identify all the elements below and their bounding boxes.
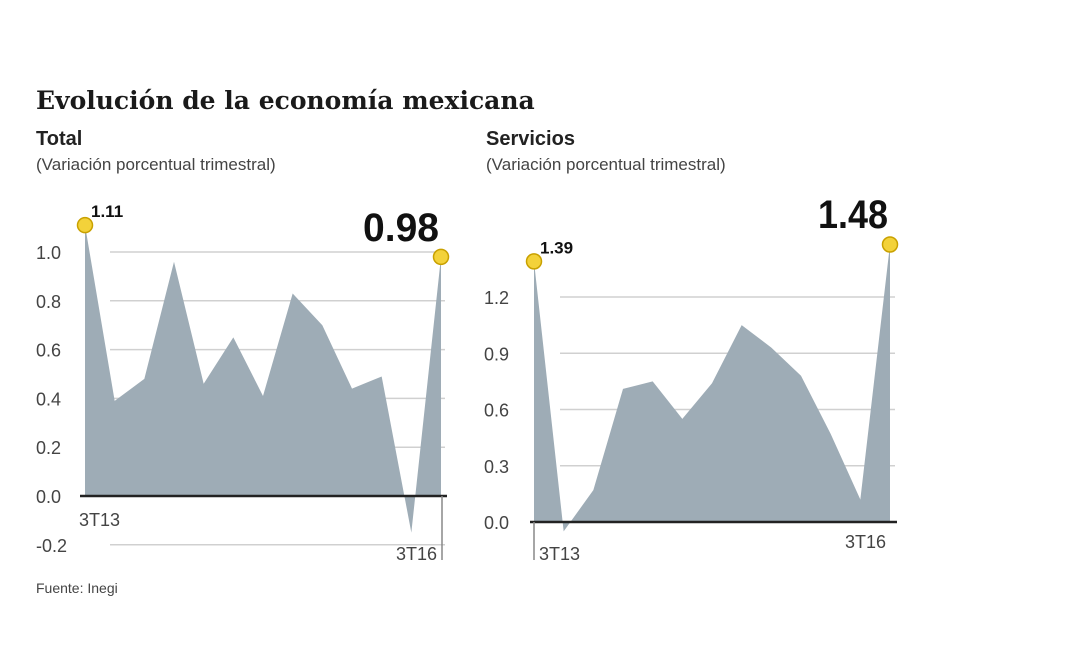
y-tick-label: -0.2 xyxy=(36,536,67,556)
chart-title-total: Total xyxy=(36,128,83,150)
annotation-last-value: 1.48 xyxy=(818,193,888,237)
y-tick-label: 0.9 xyxy=(484,344,509,364)
annotation-last-value: 0.98 xyxy=(363,206,439,250)
y-tick-label: 0.6 xyxy=(36,341,61,361)
y-tick-label: 0.3 xyxy=(484,457,509,477)
area-series xyxy=(534,244,890,532)
source-note: Fuente: Inegi xyxy=(36,580,118,596)
value-marker xyxy=(525,253,543,270)
y-tick-label: 1.0 xyxy=(36,243,61,263)
chart-subtitle-servicios: (Variación porcentual trimestral) xyxy=(486,155,726,174)
y-tick-label: 0.2 xyxy=(36,438,61,458)
x-label-first: 3T13 xyxy=(79,510,120,530)
value-marker xyxy=(432,248,450,266)
area-series xyxy=(85,225,441,533)
value-marker xyxy=(881,236,899,253)
y-tick-label: 1.2 xyxy=(484,288,509,308)
chart-title-servicios: Servicios xyxy=(486,128,575,150)
x-label-last: 3T16 xyxy=(396,544,437,564)
y-tick-label: 0.6 xyxy=(484,401,509,421)
x-label-first: 3T13 xyxy=(539,544,580,564)
main-title: Evolución de la economía mexicana xyxy=(36,86,535,115)
y-tick-label: 0.0 xyxy=(36,487,61,507)
y-tick-label: 0.0 xyxy=(484,513,509,533)
x-label-last: 3T16 xyxy=(845,532,886,552)
y-tick-label: 0.8 xyxy=(36,292,61,312)
chart-subtitle-total: (Variación porcentual trimestral) xyxy=(36,155,276,174)
annotation-first-value: 1.39 xyxy=(540,238,573,257)
value-marker xyxy=(76,216,94,234)
y-tick-label: 0.4 xyxy=(36,389,61,409)
annotation-first-value: 1.11 xyxy=(91,202,123,221)
